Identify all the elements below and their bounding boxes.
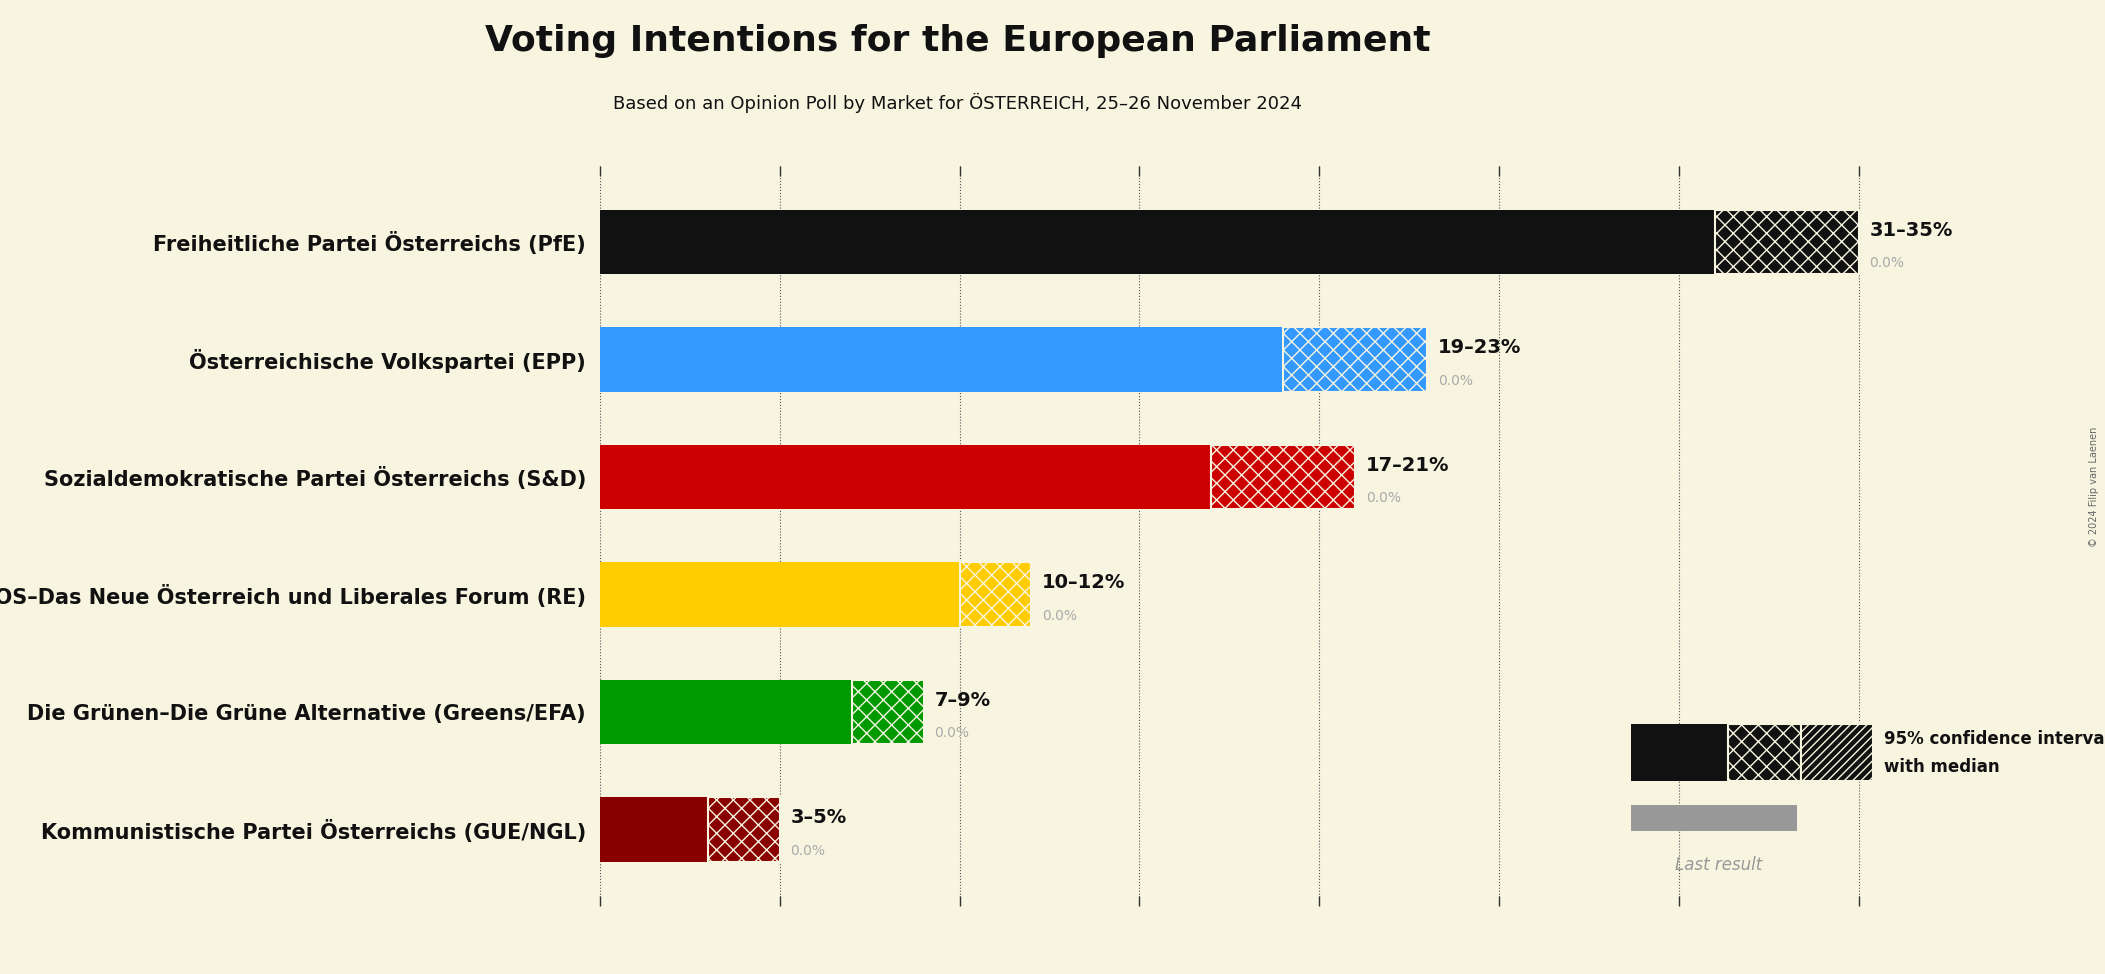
Bar xyxy=(1284,327,1427,392)
Bar xyxy=(853,680,924,744)
Text: 0.0%: 0.0% xyxy=(1438,374,1474,388)
Text: 0.0%: 0.0% xyxy=(1869,256,1905,270)
Bar xyxy=(1631,805,1798,831)
Bar xyxy=(600,680,853,744)
Text: © 2024 Filip van Laenen: © 2024 Filip van Laenen xyxy=(2088,427,2099,547)
Text: Last result: Last result xyxy=(1676,856,1762,874)
Bar xyxy=(600,209,1716,275)
Bar xyxy=(960,562,1031,626)
Bar xyxy=(1802,724,1873,781)
Bar xyxy=(1716,209,1859,275)
Text: 0.0%: 0.0% xyxy=(935,726,970,740)
Bar xyxy=(600,445,1210,509)
Text: Based on an Opinion Poll by Market for ÖSTERREICH, 25–26 November 2024: Based on an Opinion Poll by Market for Ö… xyxy=(613,93,1303,113)
Bar xyxy=(1210,445,1356,509)
Bar xyxy=(707,797,779,862)
Bar xyxy=(600,562,960,626)
Text: 19–23%: 19–23% xyxy=(1438,338,1522,357)
Text: 3–5%: 3–5% xyxy=(791,808,846,827)
Text: 17–21%: 17–21% xyxy=(1366,456,1450,474)
Text: 0.0%: 0.0% xyxy=(1042,609,1078,622)
Text: 31–35%: 31–35% xyxy=(1869,221,1953,240)
Bar xyxy=(1631,724,1728,781)
Text: 0.0%: 0.0% xyxy=(1366,491,1402,506)
Text: 0.0%: 0.0% xyxy=(791,843,825,857)
Bar xyxy=(1728,724,1800,781)
Bar xyxy=(600,327,1284,392)
Text: 7–9%: 7–9% xyxy=(935,691,991,710)
Text: Voting Intentions for the European Parliament: Voting Intentions for the European Parli… xyxy=(484,24,1431,58)
Text: with median: with median xyxy=(1884,758,2000,776)
Text: 10–12%: 10–12% xyxy=(1042,574,1126,592)
Bar xyxy=(600,797,707,862)
Text: 95% confidence interval: 95% confidence interval xyxy=(1884,730,2105,748)
